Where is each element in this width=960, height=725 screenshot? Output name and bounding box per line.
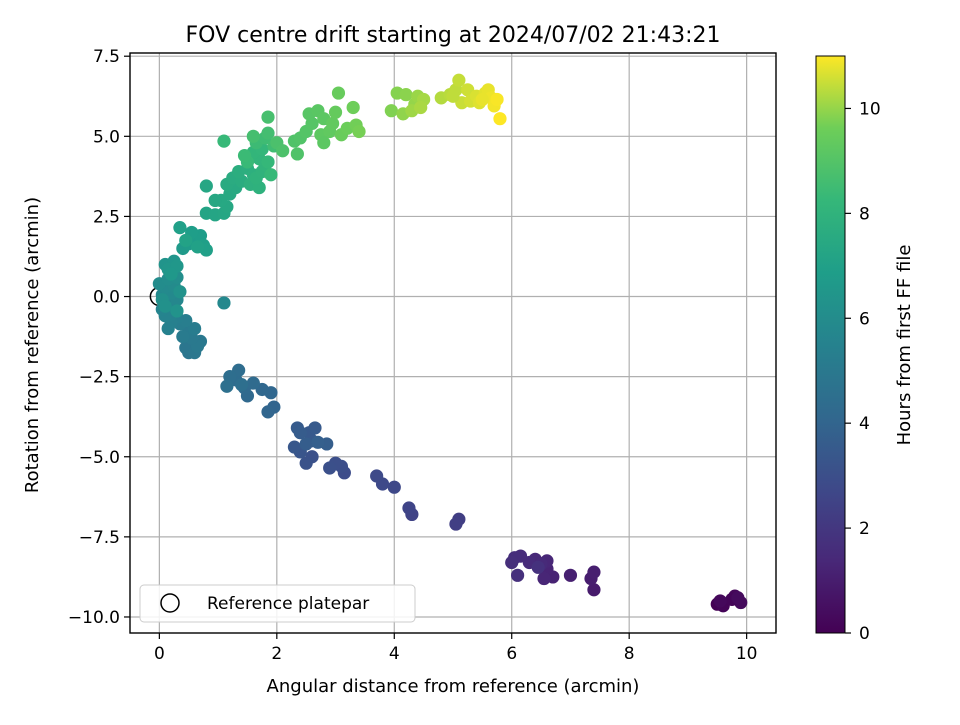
- data-point: [199, 179, 213, 193]
- data-point: [161, 321, 175, 336]
- data-point: [449, 517, 463, 531]
- colorbar-tick-label: 10: [859, 99, 881, 119]
- data-point: [246, 129, 260, 143]
- colorbar-strip: [815, 55, 846, 634]
- data-point: [352, 124, 366, 139]
- data-point: [399, 88, 413, 102]
- data-point: [261, 126, 275, 140]
- y-tick-label: 2.5: [93, 207, 120, 227]
- data-point: [323, 461, 337, 475]
- data-point: [713, 594, 727, 608]
- colorbar-label: Hours from first FF file: [894, 245, 915, 446]
- data-point: [384, 104, 398, 118]
- y-tick-label: 7.5: [93, 47, 120, 67]
- data-point: [414, 100, 428, 115]
- data-point: [331, 86, 346, 100]
- colorbar-tick-label: 6: [859, 309, 870, 329]
- colorbar-tick-label: 0: [859, 624, 870, 644]
- y-tick-label: −5.0: [79, 448, 120, 468]
- data-point: [493, 112, 507, 126]
- data-point: [220, 379, 234, 393]
- data-point: [587, 583, 601, 597]
- x-tick-label: 8: [624, 644, 635, 664]
- colorbar-tick-label: 4: [859, 414, 870, 434]
- y-axis-label: Rotation from reference (arcmin): [22, 197, 43, 493]
- data-point: [308, 421, 322, 435]
- data-point: [261, 155, 275, 169]
- x-tick-label: 0: [154, 644, 165, 664]
- y-tick-label: 0.0: [93, 288, 120, 308]
- legend-open-circle-icon: [160, 593, 180, 613]
- data-point: [490, 92, 504, 107]
- chart-title: FOV centre drift starting at 2024/07/02 …: [186, 23, 721, 48]
- colorbar-tick-label: 2: [859, 519, 870, 539]
- data-point: [276, 144, 290, 158]
- data-point: [537, 571, 551, 586]
- colorbar-ticks: 0 2 4 6 8 10: [845, 99, 881, 644]
- legend: Reference platepar: [139, 584, 416, 623]
- data-point: [563, 568, 578, 582]
- data-point: [346, 100, 360, 115]
- data-point: [587, 565, 601, 579]
- data-point: [293, 426, 307, 440]
- data-point: [299, 456, 313, 470]
- x-tick-label: 2: [271, 644, 282, 664]
- y-axis: −10.0 −7.5 −5.0 −2.5 0.0 2.5 5.0 7.5: [68, 47, 130, 628]
- legend-label: Reference platepar: [207, 594, 369, 614]
- x-tick-label: 6: [506, 644, 517, 664]
- data-point: [158, 299, 172, 313]
- x-axis-label: Angular distance from reference (arcmin): [267, 676, 640, 697]
- data-point: [234, 378, 249, 392]
- y-tick-label: −10.0: [68, 608, 120, 628]
- data-point: [328, 105, 343, 119]
- data-point: [505, 555, 519, 570]
- data-point: [261, 405, 275, 419]
- data-point: [510, 568, 525, 582]
- data-point: [173, 221, 187, 235]
- x-tick-label: 10: [736, 644, 758, 664]
- data-point: [287, 440, 302, 454]
- data-point: [170, 304, 184, 318]
- gridlines: [130, 53, 776, 633]
- data-point: [173, 285, 187, 299]
- data-point: [237, 148, 252, 163]
- x-tick-label: 4: [389, 644, 400, 664]
- data-point: [452, 73, 466, 87]
- data-point: [179, 233, 193, 248]
- data-point: [176, 329, 190, 344]
- y-tick-label: −7.5: [79, 528, 120, 548]
- data-point: [311, 435, 325, 449]
- plot-frame: [129, 52, 777, 634]
- data-point: [299, 437, 313, 451]
- data-point: [475, 92, 489, 107]
- data-point: [208, 193, 222, 208]
- data-point: [387, 480, 401, 494]
- y-tick-label: 5.0: [93, 127, 120, 147]
- colorbar-tick-label: 8: [859, 204, 870, 224]
- data-point: [190, 240, 205, 254]
- x-axis: 0 2 4 6 8 10: [154, 633, 758, 664]
- data-point: [731, 591, 745, 605]
- colorbar: 0 2 4 6 8 10 Hours from first FF file: [815, 55, 915, 644]
- data-point: [326, 116, 340, 131]
- data-point: [217, 296, 231, 310]
- data-point: [317, 136, 331, 150]
- data-point: [261, 110, 275, 124]
- y-tick-label: −2.5: [79, 368, 120, 388]
- data-point: [264, 168, 278, 182]
- data-point: [531, 560, 545, 574]
- data-point: [188, 321, 202, 336]
- legend-box: [139, 584, 416, 623]
- data-point: [217, 134, 231, 148]
- data-point: [446, 89, 460, 103]
- data-point: [402, 501, 416, 515]
- data-point: [290, 147, 304, 161]
- data-point: [164, 267, 178, 281]
- data-point: [370, 469, 384, 483]
- data-point: [246, 376, 260, 390]
- data-points: [152, 73, 748, 613]
